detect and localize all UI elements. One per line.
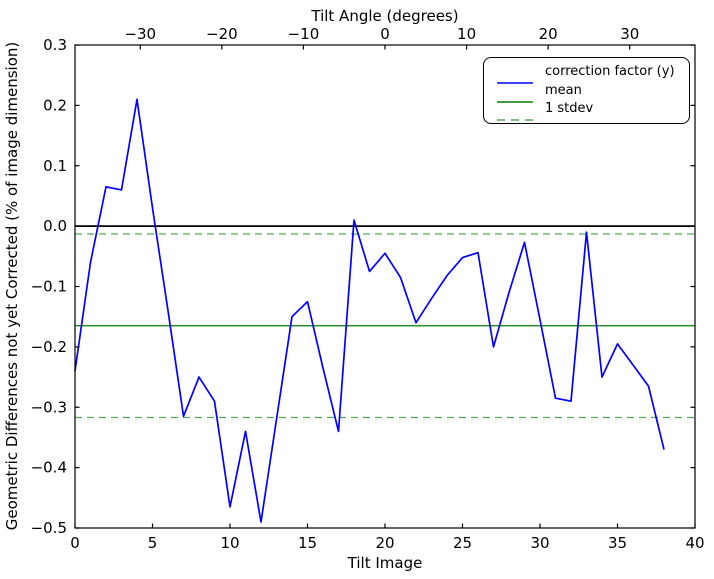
y-tick-label: −0.3 — [31, 398, 67, 416]
y-tick-label: −0.1 — [31, 278, 67, 296]
x-tick-label: 40 — [685, 534, 704, 552]
legend-line-sample — [497, 107, 533, 121]
legend-line-sample — [497, 70, 533, 84]
x-tick-label: 5 — [148, 534, 158, 552]
y-tick-label: −0.5 — [31, 519, 67, 537]
y-axis-label: Geometric Differences not yet Corrected … — [3, 42, 21, 531]
legend-item: mean — [497, 82, 681, 103]
top-tick-label: −10 — [288, 25, 320, 43]
x-tick-label: 0 — [70, 534, 80, 552]
y-tick-label: 0.0 — [43, 217, 67, 235]
legend-line-sample — [497, 89, 533, 103]
x-tick-label: 35 — [608, 534, 627, 552]
top-tick-label: 20 — [539, 25, 558, 43]
x-tick-label: 30 — [530, 534, 549, 552]
top-tick-label: 30 — [620, 25, 639, 43]
legend-label: 1 stdev — [545, 101, 594, 116]
y-tick-label: −0.4 — [31, 459, 67, 477]
top-tick-label: 0 — [380, 25, 390, 43]
data-line — [74, 98, 665, 523]
x-tick-label: 15 — [298, 534, 317, 552]
y-tick-label: 0.3 — [43, 36, 67, 54]
top-axis-title: Tilt Angle (degrees) — [310, 7, 458, 25]
x-tick-label: 25 — [453, 534, 472, 552]
y-tick-label: 0.2 — [43, 96, 67, 114]
x-tick-label: 20 — [375, 534, 394, 552]
x-axis-label: Tilt Image — [347, 554, 423, 572]
legend-label: mean — [545, 82, 582, 98]
plot-area: 0 5 10 15 20 25 30 35 40 0.3 0.2 0.1 0.0 −0.1 −0.2 −0.3… — [31, 25, 705, 552]
x-tick-label: 10 — [220, 534, 239, 552]
top-tick-label: 10 — [457, 25, 476, 43]
top-tick-label: −20 — [206, 25, 238, 43]
legend: correction factor (y) mean 1 stdev — [483, 57, 690, 124]
legend-item: 1 stdev — [497, 100, 681, 121]
top-tick-label: −30 — [124, 25, 156, 43]
y-tick-label: −0.2 — [31, 338, 67, 356]
legend-label: correction factor (y) — [545, 64, 675, 79]
legend-item: correction factor (y) — [497, 63, 681, 84]
y-tick-label: 0.1 — [43, 157, 67, 175]
